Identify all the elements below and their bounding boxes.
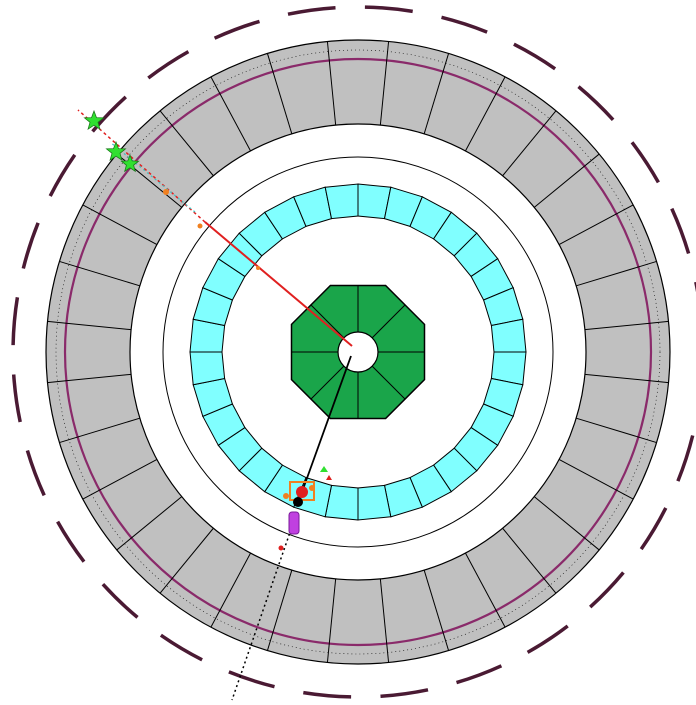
cyan-module (189, 351, 226, 386)
energy-deposit-icon (296, 486, 308, 498)
calorimeter-segment-edge (82, 459, 158, 500)
outer-dash-segment (670, 207, 691, 254)
outer-dash-segment (364, 5, 413, 14)
calorimeter-segment-edge (502, 110, 557, 177)
energy-deposit-icon (288, 511, 300, 535)
calorimeter-segment-edge (576, 260, 657, 287)
outer-dash-segment (676, 435, 695, 482)
calorimeter-inner-line (55, 49, 661, 655)
energy-deposit-icon (309, 485, 315, 491)
outer-dash-segment (228, 670, 275, 689)
calorimeter-segment-edge (326, 578, 337, 663)
outer-dash-segment (101, 583, 139, 619)
calorimeter-segment-edge (423, 570, 450, 651)
outer-dash-segment (91, 95, 127, 133)
outer-dash-segment (25, 450, 46, 497)
calorimeter-segment-edge (502, 527, 557, 594)
outer-dash-segment (21, 222, 40, 269)
calorimeter-segment-edge (379, 41, 390, 126)
calorimeter-segment-edge (576, 417, 657, 444)
calorimeter-segment-edge (465, 76, 506, 152)
outer-dash-segment (11, 374, 22, 423)
outer-dash-segment (380, 688, 429, 699)
outer-dash-segment (639, 507, 668, 551)
calorimeter-segment-edge (558, 459, 634, 500)
outer-dash-segment (456, 664, 503, 685)
outer-dash-segment (213, 19, 260, 40)
outer-dash-segment (11, 297, 20, 346)
calorimeter-segment-edge (159, 110, 214, 177)
calorimeter-segment-edge (59, 417, 140, 444)
star-hit-icon (83, 109, 105, 131)
calorimeter-segment-edge (584, 320, 669, 331)
red-track-extension (77, 109, 206, 223)
inner-detector (290, 284, 426, 420)
inner-detector-spoke (310, 365, 345, 400)
calorimeter-segment-edge (47, 373, 132, 384)
energy-deposit-icon (326, 475, 332, 480)
energy-deposit-icon (283, 493, 289, 499)
calorimeter-segment-edge (266, 53, 293, 134)
calorimeter-segment-edge (59, 260, 140, 287)
inner-detector-spoke (371, 365, 406, 400)
outer-dash-segment (159, 633, 203, 662)
calorimeter-segment-edge (82, 204, 158, 245)
outer-dash-segment (48, 153, 77, 197)
outer-dash-segment (526, 624, 569, 654)
star-hit-icon (105, 140, 127, 162)
outer-dash-segment (303, 690, 352, 699)
black-track (301, 355, 352, 493)
calorimeter-segment-edge (116, 496, 183, 551)
outer-dash-segment (287, 5, 336, 16)
energy-deposit-icon (278, 545, 284, 551)
energy-deposit-icon (256, 266, 260, 270)
inner-detector-spoke (310, 304, 345, 339)
calorimeter-segment-edge (210, 76, 251, 152)
calorimeter-segment-edge (266, 570, 293, 651)
cyan-module (490, 318, 527, 353)
outer-dash-segment (147, 50, 190, 80)
outer-dash-segment (56, 520, 86, 563)
cyan-module-ring (189, 183, 527, 521)
outer-dash-segment (630, 141, 660, 184)
cyan-module (357, 484, 392, 521)
outer-dash-segment (513, 42, 557, 71)
star-hit-icon (320, 466, 328, 472)
calorimeter-segment-edge (533, 496, 600, 551)
outer-muon-ring (11, 5, 696, 699)
calorimeter-segment-edge (379, 578, 390, 663)
outer-dash-segment (589, 571, 625, 609)
outer-dash-segment (577, 85, 615, 121)
outer-dash-segment (441, 15, 488, 34)
energy-deposit-icon (197, 223, 203, 229)
calorimeter-segment-edge (558, 204, 634, 245)
cyan-module (324, 183, 359, 220)
energy-deposit-icon (163, 189, 169, 195)
calorimeter-segment-edge (584, 373, 669, 384)
particle-tracks (77, 109, 353, 701)
hit-markers (83, 109, 332, 551)
cyan-track (109, 141, 196, 213)
calorimeter-segment-edge (326, 41, 337, 126)
calorimeter-magenta-layer (63, 57, 653, 647)
energy-deposit-icon (293, 497, 303, 507)
red-track (204, 221, 353, 347)
calorimeter-segment-edge (210, 552, 251, 628)
calorimeter-segment-edge (465, 552, 506, 628)
calorimeter-segment-edge (47, 320, 132, 331)
inner-detector-spoke (371, 304, 406, 339)
calorimeter-segment-edge (159, 527, 214, 594)
star-hit-icon (120, 153, 140, 173)
calorimeter-segment-edge (423, 53, 450, 134)
calorimeter-segment-edge (533, 153, 600, 208)
